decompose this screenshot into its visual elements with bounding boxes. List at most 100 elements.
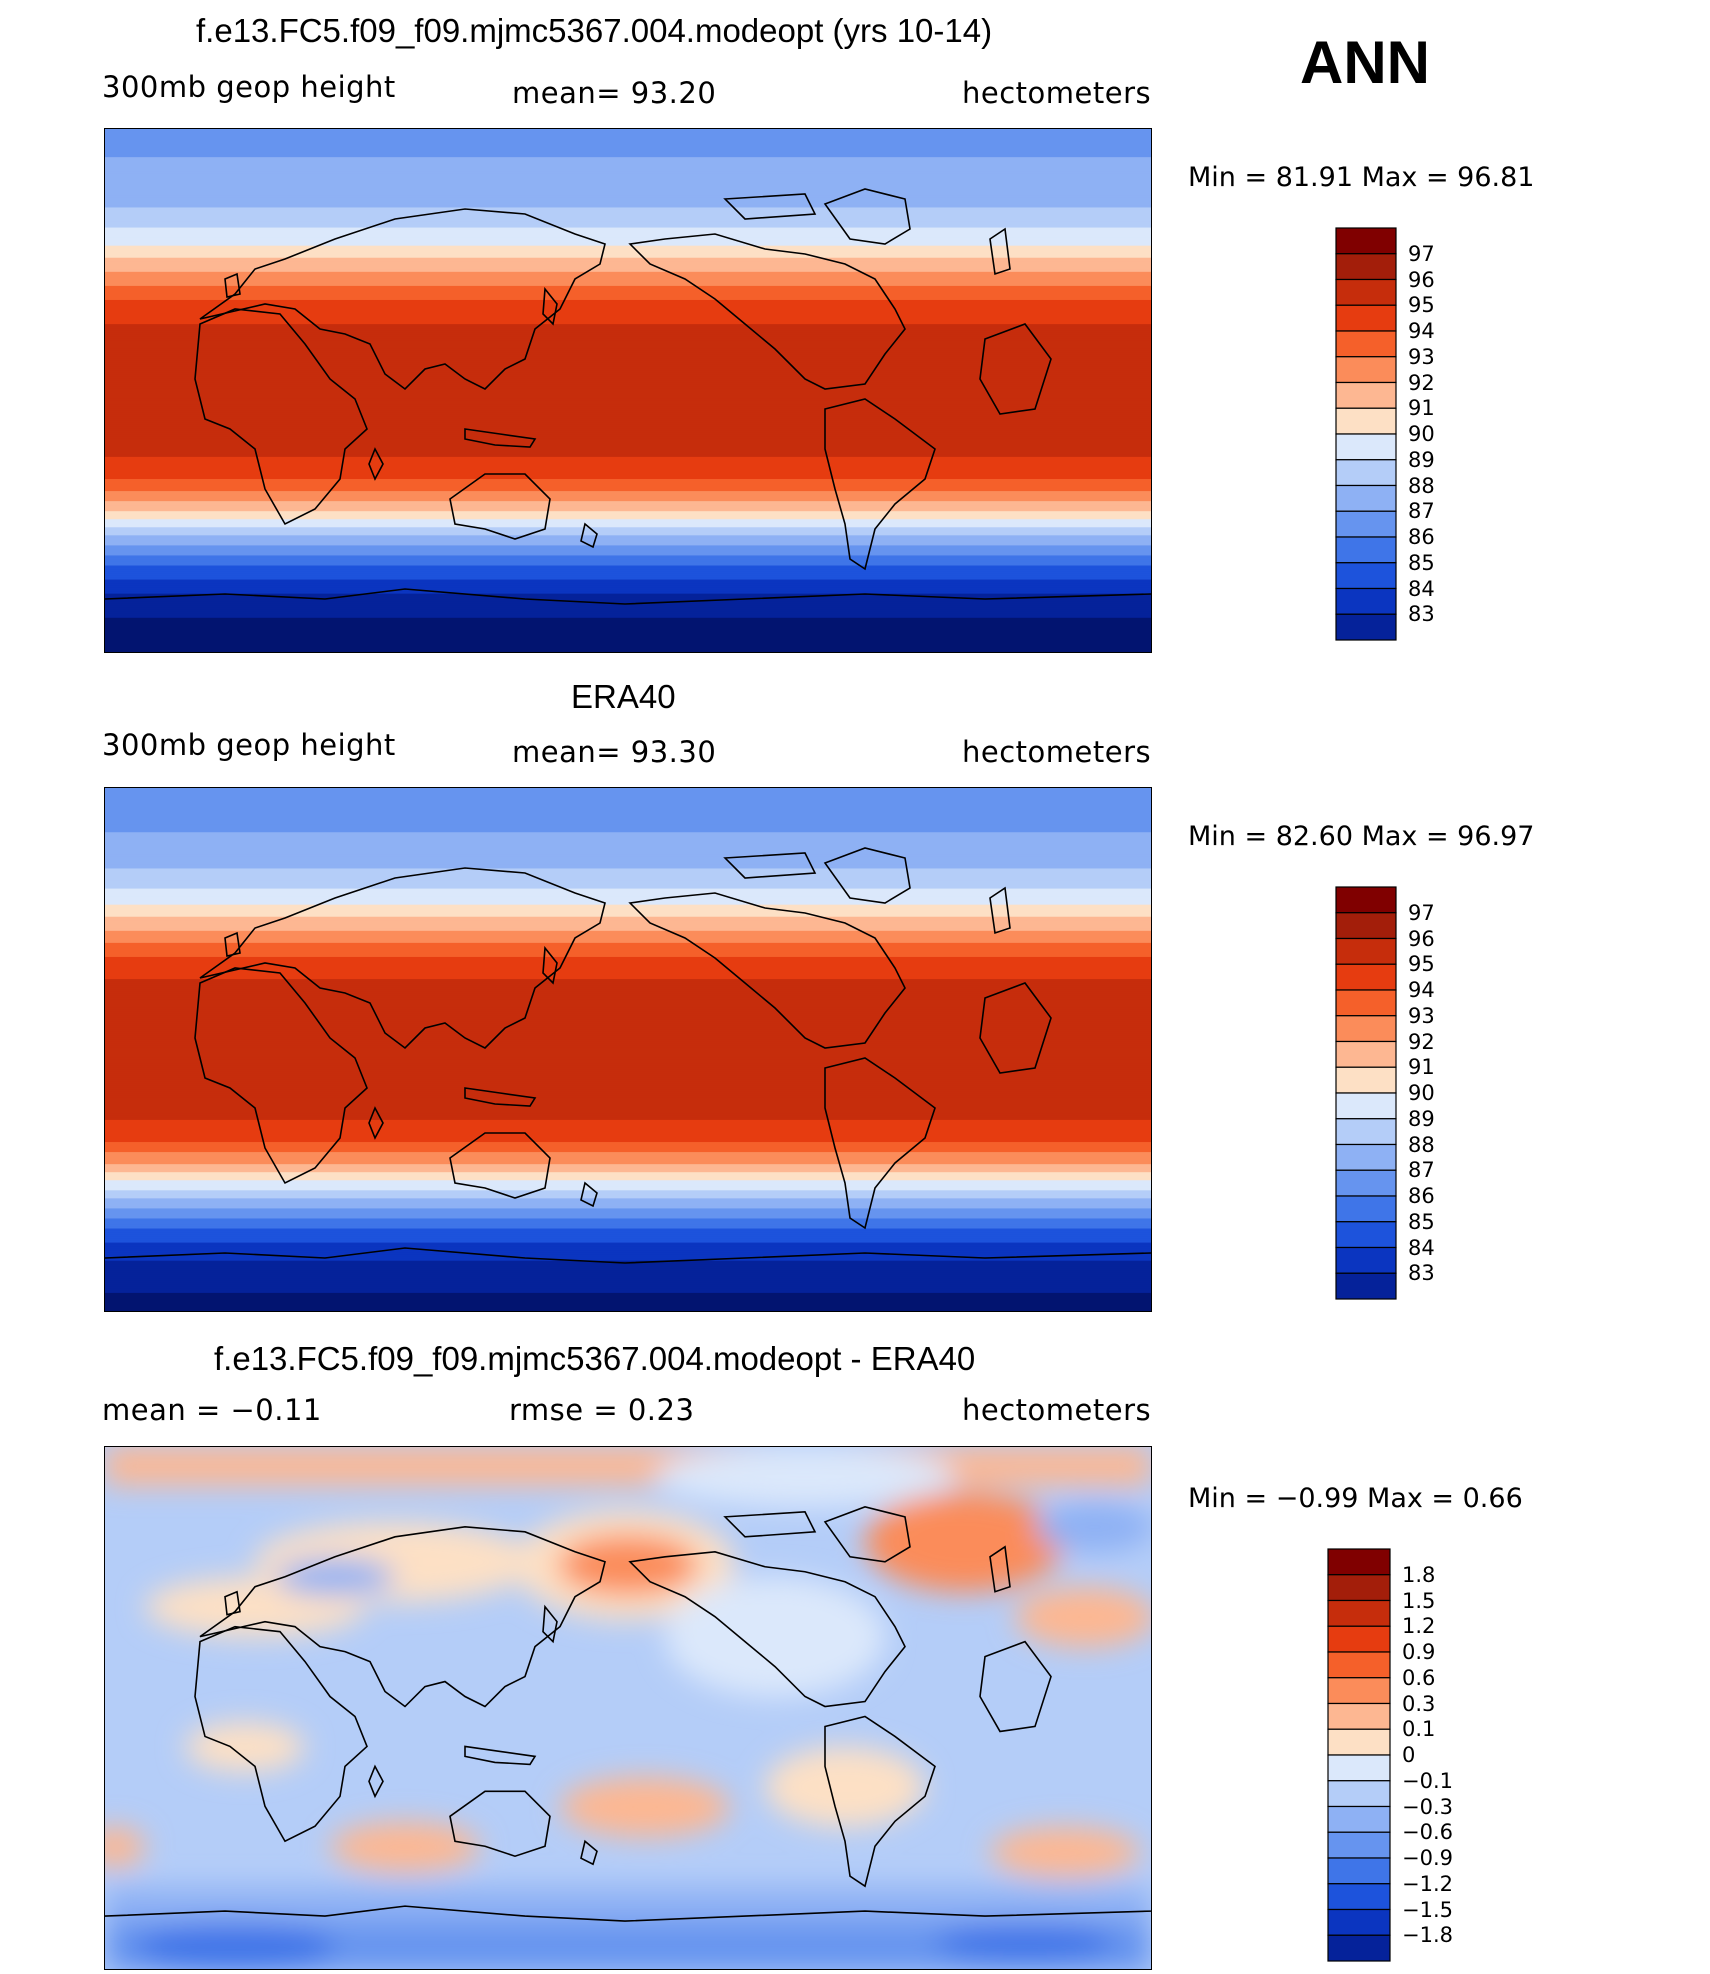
- zonal-band: [105, 820, 1151, 823]
- zonal-band: [105, 1236, 1151, 1240]
- zonal-band: [105, 1144, 1151, 1147]
- zonal-band: [105, 824, 1151, 827]
- zonal-band: [105, 948, 1151, 952]
- zonal-band: [105, 812, 1151, 815]
- zonal-band: [105, 1140, 1151, 1143]
- diff-cool-europe: [275, 1559, 395, 1595]
- zonal-band: [105, 271, 1151, 275]
- zonal-band: [105, 965, 1151, 968]
- zonal-band: [105, 364, 1151, 367]
- zonal-band: [105, 828, 1151, 831]
- zonal-band: [105, 882, 1151, 886]
- zonal-band: [105, 137, 1151, 140]
- colorbar-box: [1335, 1246, 1397, 1274]
- zonal-band: [105, 557, 1151, 561]
- zonal-band: [105, 571, 1151, 575]
- zonal-band: [105, 1049, 1151, 1053]
- zonal-band: [105, 567, 1151, 571]
- zonal-band: [105, 380, 1151, 384]
- zonal-band: [105, 269, 1151, 273]
- zonal-band: [105, 261, 1151, 265]
- zonal-band: [105, 888, 1151, 892]
- zonal-band: [105, 263, 1151, 267]
- zonal-band: [105, 1182, 1151, 1185]
- coastline: [194, 1625, 368, 1843]
- zonal-band: [105, 179, 1151, 182]
- zonal-band: [105, 1146, 1151, 1149]
- zonal-band: [105, 334, 1151, 337]
- zonal-band: [105, 485, 1151, 488]
- diff-warm-namerica: [865, 1492, 1065, 1592]
- zonal-band: [105, 880, 1151, 884]
- panel3-title: f.e13.FC5.f09_f09.mjmc5367.004.modeopt -…: [214, 1340, 976, 1377]
- zonal-band: [105, 533, 1151, 536]
- colorbar-box: [1327, 1934, 1391, 1962]
- diff-anomalies: [105, 1447, 1151, 1969]
- coastline: [542, 945, 558, 985]
- colorbar-box: [1335, 227, 1397, 255]
- zonal-band: [105, 1095, 1151, 1099]
- zonal-band: [105, 215, 1151, 219]
- zonal-band: [105, 322, 1151, 325]
- zonal-band: [105, 446, 1151, 450]
- zonal-band: [105, 362, 1151, 365]
- zonal-band: [105, 301, 1151, 305]
- colorbar-box: [1335, 253, 1397, 281]
- zonal-band: [105, 1061, 1151, 1065]
- zonal-band: [105, 1252, 1151, 1256]
- zonal-band: [105, 1081, 1151, 1085]
- zonal-band: [105, 1188, 1151, 1191]
- zonal-band: [105, 836, 1151, 839]
- zonal-band: [105, 147, 1151, 150]
- zonal-band: [105, 1027, 1151, 1030]
- zonal-band: [105, 1041, 1151, 1045]
- colorbar-box: [1335, 613, 1397, 641]
- coastline: [989, 1545, 1011, 1593]
- zonal-band: [105, 1156, 1151, 1159]
- zonal-band: [105, 372, 1151, 376]
- zonal-band: [105, 521, 1151, 524]
- colorbar-tick-label: 84: [1408, 576, 1435, 601]
- panel2-map: [104, 787, 1152, 1312]
- zonal-band: [105, 348, 1151, 351]
- zonal-band: [105, 629, 1151, 633]
- zonal-band: [105, 647, 1151, 651]
- zonal-band: [105, 934, 1151, 938]
- zonal-band: [105, 1015, 1151, 1018]
- zonal-band: [105, 619, 1151, 623]
- zonal-band: [105, 553, 1151, 557]
- zonal-band: [105, 814, 1151, 817]
- zonal-band: [105, 432, 1151, 436]
- zonal-band: [105, 543, 1151, 546]
- coastline: [823, 188, 911, 245]
- zonal-band: [105, 802, 1151, 805]
- zonal-band: [105, 816, 1151, 819]
- diff-warm-sw: [105, 1827, 145, 1867]
- zonal-band: [105, 249, 1151, 253]
- zonal-band: [105, 826, 1151, 829]
- zonal-band: [105, 434, 1151, 438]
- zonal-band: [105, 299, 1151, 303]
- zonal-band: [105, 143, 1151, 146]
- zonal-band: [105, 960, 1151, 964]
- panel2-coastlines: [105, 847, 1151, 1264]
- coastline: [823, 1506, 911, 1563]
- zonal-band: [105, 573, 1151, 577]
- zonal-band: [105, 1101, 1151, 1105]
- zonal-band: [105, 1180, 1151, 1183]
- zonal-band: [105, 946, 1151, 950]
- zonal-band: [105, 332, 1151, 335]
- coastline: [194, 967, 368, 1185]
- zonal-band: [105, 591, 1151, 595]
- panel1-colorbar: 97 96 95 94 93 92 91 90 89 88 87 86 85 84 83: [1335, 227, 1435, 641]
- zonal-band: [105, 890, 1151, 894]
- zonal-band: [105, 1085, 1151, 1089]
- diff-cool-pacific: [665, 1577, 885, 1697]
- zonal-band: [105, 926, 1151, 930]
- zonal-band: [105, 394, 1151, 398]
- zonal-band: [105, 894, 1151, 898]
- zonal-band: [105, 874, 1151, 878]
- zonal-band: [105, 900, 1151, 904]
- zonal-band: [105, 173, 1151, 176]
- zonal-band: [105, 396, 1151, 400]
